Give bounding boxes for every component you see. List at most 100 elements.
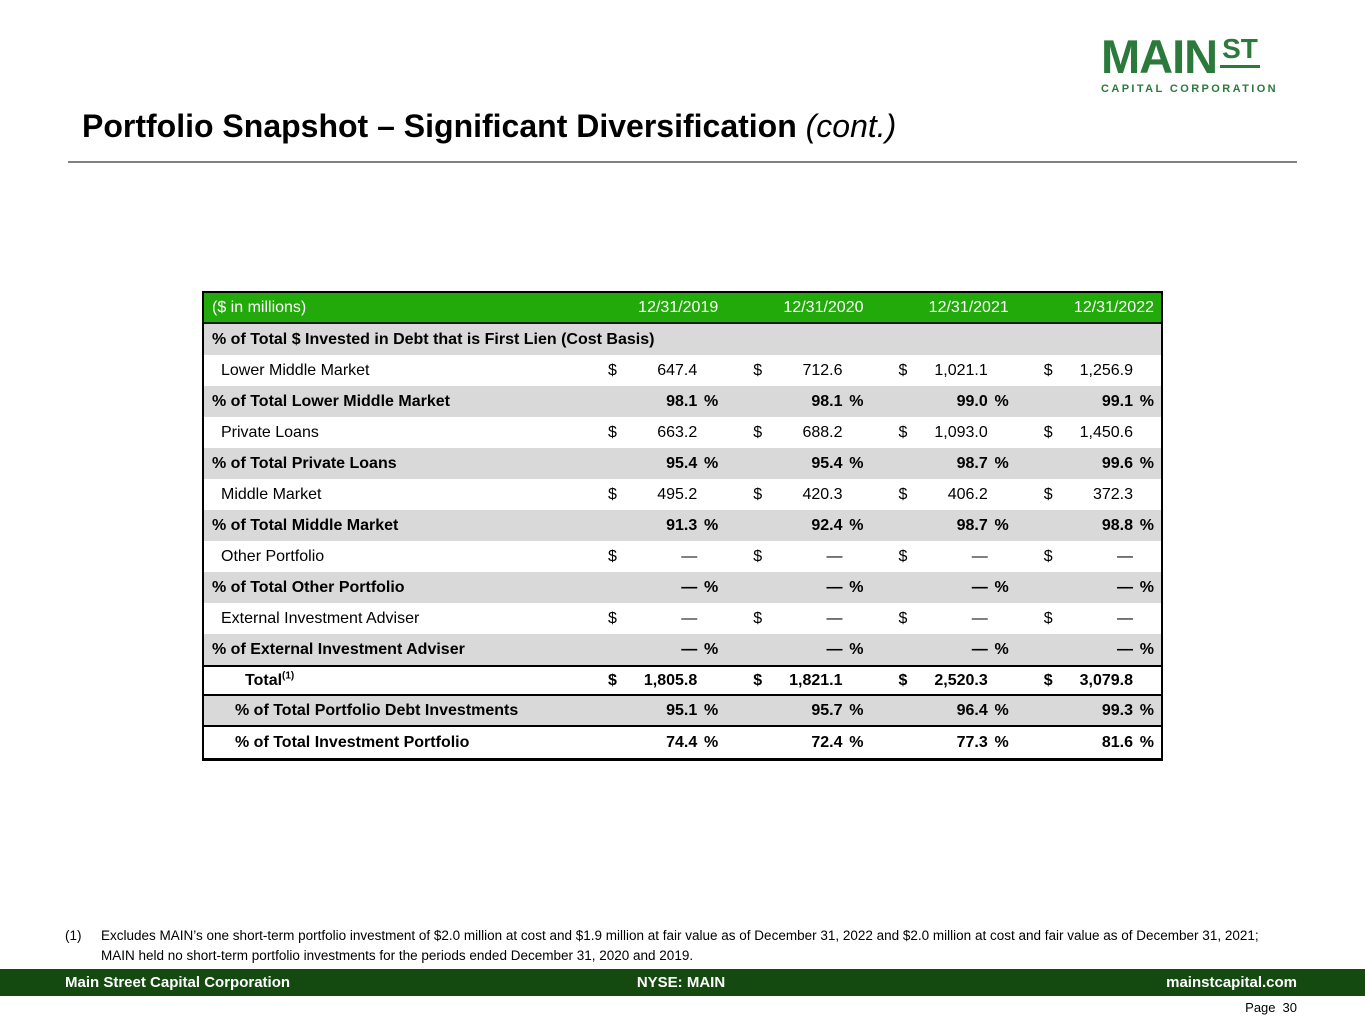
percent-sign: %: [849, 733, 864, 751]
value-cell: $ —: [580, 610, 725, 628]
value-cell: 77.3%: [871, 734, 1016, 752]
dollar-sign: $: [753, 485, 763, 503]
dollar-sign: $: [608, 361, 617, 379]
row-label: % of Total Middle Market: [212, 516, 399, 534]
dollar-sign: $: [608, 423, 617, 441]
value-cell: —%: [725, 579, 870, 597]
value-cell: $3,079.8: [1016, 672, 1161, 690]
percent-sign: %: [994, 578, 1009, 596]
value-cell: 91.3%: [580, 517, 725, 535]
cell-value: 72.4: [811, 733, 843, 751]
value-cell: $420.3: [725, 486, 870, 504]
logo-main-text: MAIN: [1101, 30, 1218, 83]
table-row: % of Total Private Loans 95.4% 95.4% 98.7% 9…: [204, 448, 1161, 479]
percent-sign: %: [994, 733, 1009, 751]
percent-sign: %: [994, 392, 1009, 410]
cell-value: 1,256.9: [1079, 361, 1133, 379]
row-label: Other Portfolio: [221, 547, 325, 565]
table-header-row: ($ in millions) 12/31/2019 12/31/2020 12…: [204, 293, 1161, 324]
value-cell: —%: [871, 579, 1016, 597]
value-cell: —%: [580, 641, 725, 659]
value-cell: 99.0%: [871, 393, 1016, 411]
page-number-label: Page: [1245, 1000, 1276, 1015]
cell-value: 98.1: [811, 392, 843, 410]
cell-value: —: [826, 578, 843, 596]
value-cell: 81.6%: [1016, 734, 1161, 752]
row-label: % of Total Other Portfolio: [212, 578, 405, 596]
cell-value: —: [1117, 547, 1133, 565]
value-cell: 74.4%: [580, 734, 725, 752]
value-cell: $1,450.6: [1016, 424, 1161, 442]
cell-value: —: [1117, 578, 1133, 596]
dollar-sign: $: [1043, 361, 1053, 379]
footer-website[interactable]: mainstcapital.com: [1166, 974, 1298, 991]
row-label: Private Loans: [221, 423, 319, 441]
page-number-value: 30: [1282, 1000, 1297, 1015]
percent-sign: %: [849, 701, 864, 719]
dollar-sign: $: [753, 547, 763, 565]
value-cell: $1,021.1: [871, 362, 1016, 380]
percent-sign: %: [1139, 392, 1154, 410]
dollar-sign: $: [898, 547, 908, 565]
column-header-2019: 12/31/2019: [638, 298, 719, 316]
row-label: Total(1): [245, 670, 295, 689]
cell-value: 99.1: [1101, 392, 1133, 410]
value-cell: $2,520.3: [871, 672, 1016, 690]
cell-value: 96.4: [956, 701, 988, 719]
cell-value: 98.7: [956, 454, 988, 472]
table-row: Lower Middle Market $647.4 $712.6 $1,021.1 $…: [204, 355, 1161, 386]
value-cell: 95.4%: [580, 455, 725, 473]
cell-value: —: [971, 609, 988, 627]
value-cell: $372.3: [1016, 486, 1161, 504]
cell-value: 1,821.1: [789, 671, 843, 689]
value-cell: 92.4%: [725, 517, 870, 535]
dollar-sign: $: [1043, 609, 1053, 627]
cell-value: —: [681, 640, 698, 658]
dollar-sign: $: [753, 361, 763, 379]
value-cell: 98.7%: [871, 517, 1016, 535]
value-cell: —%: [871, 641, 1016, 659]
cell-value: —: [681, 609, 698, 627]
value-cell: 99.1%: [1016, 393, 1161, 411]
cell-value: 74.4: [666, 733, 698, 751]
dollar-sign: $: [898, 671, 908, 689]
cell-value: —: [681, 578, 698, 596]
value-cell: $712.6: [725, 362, 870, 380]
value-cell: $ —: [725, 548, 870, 566]
row-label: % of Total Private Loans: [212, 454, 397, 472]
dollar-sign: $: [608, 547, 617, 565]
table-row: Total(1) $1,805.8 $1,821.1 $2,520.3 $3,079.8: [204, 665, 1161, 696]
cell-value: 91.3: [666, 516, 698, 534]
row-label: Lower Middle Market: [221, 361, 370, 379]
dollar-sign: $: [608, 485, 617, 503]
cell-value: 406.2: [947, 485, 988, 503]
footer-company: Main Street Capital Corporation: [65, 974, 291, 991]
cell-value: 372.3: [1092, 485, 1133, 503]
row-label: % of Total Investment Portfolio: [235, 733, 470, 751]
percent-sign: %: [704, 733, 719, 751]
percent-sign: %: [1139, 733, 1154, 751]
cell-value: 647.4: [657, 361, 698, 379]
percent-sign: %: [704, 578, 719, 596]
cell-value: 95.4: [666, 454, 698, 472]
percent-sign: %: [994, 516, 1009, 534]
value-cell: $1,093.0: [871, 424, 1016, 442]
value-cell: 95.1%: [580, 702, 725, 720]
mainst-logo: MAIN ST CAPITAL CORPORATION: [1101, 30, 1278, 94]
dollar-sign: $: [1043, 547, 1053, 565]
table-row: Other Portfolio $ — $ — $ — $ —: [204, 541, 1161, 572]
value-cell: —%: [580, 579, 725, 597]
percent-sign: %: [1139, 516, 1154, 534]
cell-value: —: [971, 578, 988, 596]
cell-value: —: [826, 640, 843, 658]
logo-st-text: ST: [1220, 34, 1260, 69]
footnote-text: Excludes MAIN’s one short-term portfolio…: [101, 928, 1259, 963]
dollar-sign: $: [898, 423, 908, 441]
cell-value: 81.6: [1101, 733, 1133, 751]
dollar-sign: $: [1043, 423, 1053, 441]
percent-sign: %: [994, 454, 1009, 472]
table-row: % of Total Middle Market 91.3% 92.4% 98.7% 9…: [204, 510, 1161, 541]
footer-ticker: NYSE: MAIN: [636, 974, 726, 991]
value-cell: 98.8%: [1016, 517, 1161, 535]
